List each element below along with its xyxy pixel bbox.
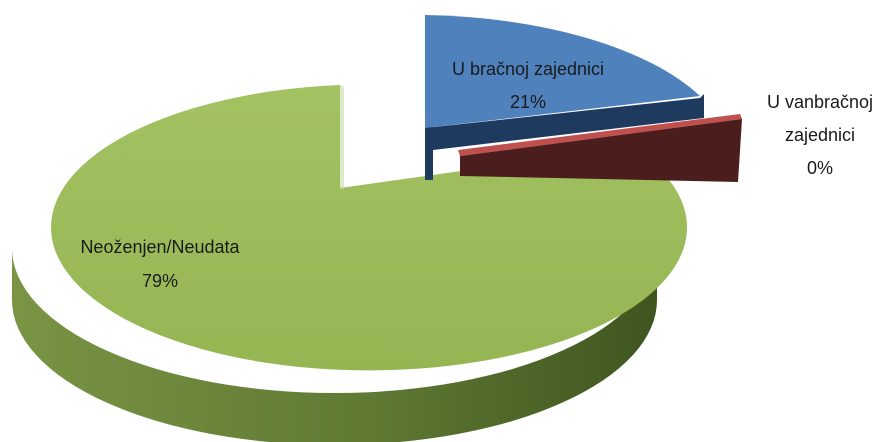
- slice-label-u-vanbracnoj-line2: zajednici: [785, 125, 855, 145]
- pie-slice-u-bracnoj: [425, 15, 704, 180]
- pie-slice-neozenjen: [12, 85, 688, 442]
- slice-label-u-bracnoj-pct: 21%: [510, 92, 546, 112]
- pie-slice-neozenjen-cut: [340, 85, 344, 190]
- pie-slice-neozenjen-side: [12, 248, 657, 442]
- pie-slice-neozenjen-top: [51, 85, 688, 371]
- pie-slice-u-vanbracnoj-side: [460, 119, 742, 182]
- slice-label-u-vanbracnoj-line1: U vanbračnoj: [767, 92, 873, 112]
- slice-label-u-bracnoj-name: U bračnoj zajednici: [452, 59, 604, 79]
- slice-label-neozenjen-pct: 79%: [142, 271, 178, 291]
- pie-slice-u-vanbracnoj: [458, 114, 742, 182]
- pie-slice-u-vanbracnoj-top: [458, 114, 742, 156]
- pie-slice-u-bracnoj-top: [425, 15, 700, 128]
- pie-slice-u-bracnoj-side2: [425, 94, 704, 180]
- slice-label-u-vanbracnoj-pct: 0%: [807, 158, 833, 178]
- slice-label-neozenjen-name: Neoženjen/Neudata: [80, 237, 240, 257]
